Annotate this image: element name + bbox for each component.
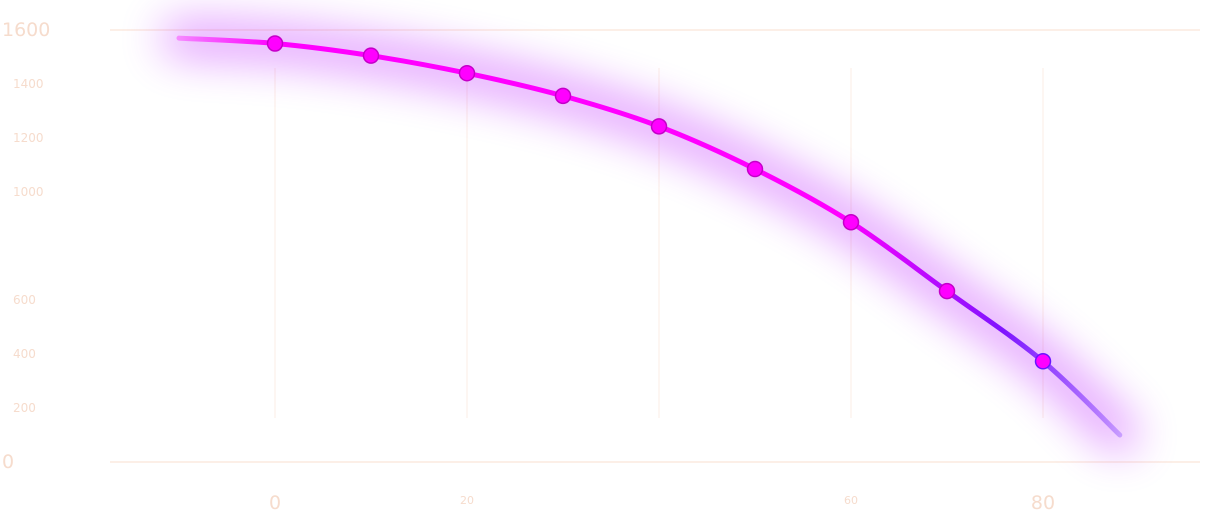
- y-tick-label: 1400: [13, 77, 44, 91]
- y-tick-label: 200: [13, 401, 36, 415]
- marker-layer: [266, 35, 1052, 370]
- series-layer: [162, 21, 1137, 452]
- series-line-glow: [162, 21, 1137, 452]
- data-point[interactable]: [842, 213, 860, 231]
- data-point[interactable]: [458, 64, 476, 82]
- y-tick-label: 1600: [2, 19, 50, 41]
- label-layer: 0 200 400 600 1000 1200 1400 1600 0 20 60 80: [2, 19, 1055, 510]
- x-tick-label: 80: [1031, 492, 1055, 510]
- data-point[interactable]: [938, 282, 956, 300]
- data-point[interactable]: [1034, 353, 1052, 370]
- y-tick-label: 1200: [13, 131, 44, 145]
- data-point[interactable]: [362, 47, 380, 64]
- y-tick-label: 1000: [13, 185, 44, 199]
- y-tick-label: 400: [13, 347, 36, 361]
- series-line: [176, 35, 1123, 438]
- x-tick-label: 60: [844, 494, 858, 507]
- data-point[interactable]: [650, 118, 668, 135]
- data-point[interactable]: [554, 87, 572, 105]
- data-point[interactable]: [746, 160, 764, 178]
- y-tick-label: 600: [13, 293, 36, 307]
- x-tick-label: 0: [269, 492, 281, 510]
- y-tick-label: 0: [2, 451, 14, 473]
- data-point[interactable]: [266, 35, 284, 52]
- x-tick-label: 20: [460, 494, 474, 507]
